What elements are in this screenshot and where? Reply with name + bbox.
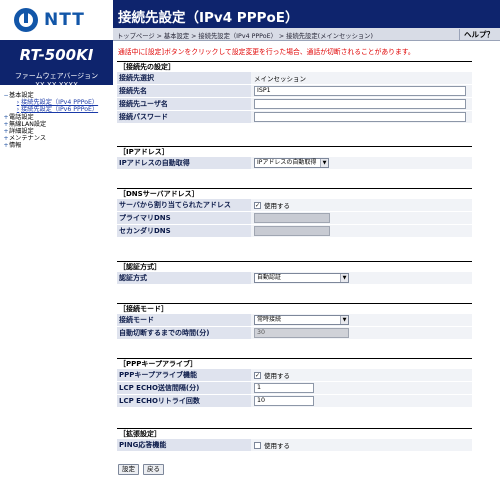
firmware-version: XX.XX.XXXX	[35, 81, 78, 89]
minus-icon: −	[3, 92, 9, 99]
logo-text: NTT	[44, 10, 85, 30]
timeout-input: 30	[254, 328, 349, 338]
timeout-label: 自動切断するまでの時間(分)	[117, 327, 251, 339]
keepalive-check-label: 使用する	[264, 372, 290, 380]
form-buttons: 設定 戻る	[118, 464, 164, 475]
dns-primary-input	[254, 213, 330, 223]
section-auth: ［認証方式］ 認証方式 自動認証 ▼	[117, 261, 472, 285]
plus-icon: +	[3, 135, 9, 143]
mode-select[interactable]: 常時接続 ▼	[254, 315, 349, 325]
warning-message: 通話中に[設定]ボタンをクリックして設定変更を行った場合、通話が切断されることが…	[118, 48, 415, 56]
section-mode: ［接続モード］ 接続モード 常時接続 ▼ 自動切断するまでの時間(分) 30	[117, 303, 472, 340]
ping-check-label: 使用する	[264, 442, 290, 450]
section-keepalive: ［PPPキープアライブ］ PPPキープアライブ機能 ✓ 使用する LCP ECHO…	[117, 358, 472, 408]
section-title-keepalive: ［PPPキープアライブ］	[117, 358, 472, 369]
ip-auto-label: IPアドレスの自動取得	[117, 157, 251, 169]
dns-primary-label: プライマリDNS	[117, 212, 251, 224]
conn-name-label: 接続先名	[117, 85, 251, 97]
dns-server-check-label: 使用する	[264, 202, 290, 210]
apply-button[interactable]: 設定	[118, 464, 139, 475]
arrow-icon: ›	[16, 99, 20, 107]
plus-icon: +	[3, 142, 9, 150]
keepalive-checkbox[interactable]: ✓	[254, 371, 261, 379]
section-dns: ［DNSサーバアドレス］ サーバから割り当てられたアドレス ✓ 使用する プライマ…	[117, 188, 472, 238]
firmware-label: ファームウェアバージョン	[14, 72, 99, 80]
conn-select-value: メインセッション	[254, 75, 306, 83]
dns-server-checkbox[interactable]: ✓	[254, 201, 261, 209]
breadcrumb[interactable]: トップページ > 基本設定 > 接続先設定（IPv4 PPPoE） > 接続先設…	[117, 33, 373, 40]
nav-item-ipv4-pppoe[interactable]: › 接続先設定（IPv4 PPPoE）	[16, 99, 99, 107]
title-bar: 接続先設定（IPv4 PPPoE）	[113, 0, 500, 28]
section-connection: ［接続先の設定］ 接続先選択 メインセッション 接続先名 ISP1 接続先ユーザ…	[117, 61, 472, 124]
dns-server-label: サーバから割り当てられたアドレス	[117, 199, 251, 211]
conn-name-input[interactable]: ISP1	[254, 86, 466, 96]
model-panel: RT-500KI ファームウェアバージョン XX.XX.XXXX	[0, 40, 113, 89]
conn-user-input[interactable]	[254, 99, 466, 109]
ip-auto-select[interactable]: IPアドレスの自動取得 ▼	[254, 158, 329, 168]
chevron-down-icon: ▼	[320, 159, 328, 167]
dns-secondary-input	[254, 226, 330, 236]
section-title-connection: ［接続先の設定］	[117, 61, 472, 72]
nav-item-maintenance[interactable]: + メンテナンス	[3, 135, 47, 143]
dns-secondary-label: セカンダリDNS	[117, 225, 251, 237]
nav-item-info[interactable]: + 情報	[3, 142, 22, 150]
nav-item-advanced[interactable]: + 詳細設定	[3, 128, 34, 136]
lcp-interval-label: LCP ECHO送信間隔(分)	[117, 382, 251, 394]
conn-user-label: 接続先ユーザ名	[117, 98, 251, 110]
nav-item-phone[interactable]: + 電話設定	[3, 113, 34, 121]
sidebar-nav: − 基本設定 › 接続先設定（IPv4 PPPoE） › 接続先設定（IPv6 PPP…	[3, 92, 113, 150]
lcp-retry-input[interactable]: 10	[254, 396, 314, 406]
section-title-dns: ［DNSサーバアドレス］	[117, 188, 472, 199]
page-title: 接続先設定（IPv4 PPPoE）	[118, 10, 299, 26]
nav-item-ipv6-pppoe[interactable]: › 接続先設定（IPv6 PPPoE）	[16, 106, 99, 114]
section-ip: ［IPアドレス］ IPアドレスの自動取得 IPアドレスの自動取得 ▼	[117, 146, 472, 170]
section-extended: ［拡張設定］ PING応答機能 使用する	[117, 428, 472, 452]
ping-label: PING応答機能	[117, 439, 251, 451]
ntt-logo-icon	[14, 8, 38, 32]
plus-icon: +	[3, 128, 9, 136]
chevron-down-icon: ▼	[340, 274, 348, 282]
lcp-retry-label: LCP ECHOリトライ回数	[117, 395, 251, 407]
keepalive-label: PPPキープアライブ機能	[117, 369, 251, 381]
nav-item-basic[interactable]: − 基本設定	[3, 92, 34, 99]
section-title-auth: ［認証方式］	[117, 261, 472, 272]
ntt-logo: NTT	[0, 0, 113, 40]
conn-pass-input[interactable]	[254, 112, 466, 122]
lcp-interval-input[interactable]: 1	[254, 383, 314, 393]
plus-icon: +	[3, 113, 9, 121]
section-title-ip: ［IPアドレス］	[117, 146, 472, 157]
conn-pass-label: 接続パスワード	[117, 111, 251, 123]
auth-method-label: 認証方式	[117, 272, 251, 284]
auth-method-select[interactable]: 自動認証 ▼	[254, 273, 349, 283]
arrow-icon: ›	[16, 106, 20, 114]
section-title-extended: ［拡張設定］	[117, 428, 472, 439]
section-title-mode: ［接続モード］	[117, 303, 472, 314]
back-button[interactable]: 戻る	[143, 464, 164, 475]
model-name: RT-500KI	[19, 46, 94, 64]
nav-item-wlan[interactable]: + 無線LAN設定	[3, 120, 47, 128]
breadcrumb-bar: トップページ > 基本設定 > 接続先設定（IPv4 PPPoE） > 接続先設…	[113, 28, 500, 41]
help-link[interactable]: ヘルプ？	[459, 29, 494, 40]
chevron-down-icon: ▼	[340, 316, 348, 324]
mode-label: 接続モード	[117, 314, 251, 326]
plus-icon: +	[3, 120, 9, 128]
ping-checkbox[interactable]	[254, 441, 261, 449]
conn-select-label: 接続先選択	[117, 72, 251, 84]
